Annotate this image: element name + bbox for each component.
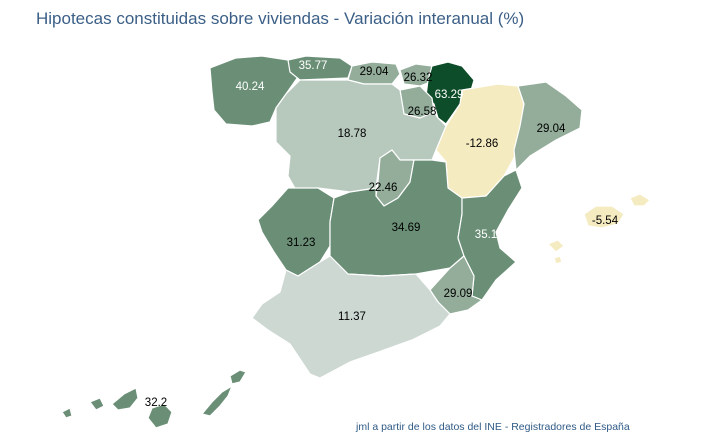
region-andalucia[interactable] — [251, 255, 451, 379]
label-cantabria: 29.04 — [360, 66, 389, 78]
label-navarra: 63.29 — [435, 89, 464, 101]
label-pais-vasco: 26.32 — [404, 72, 433, 84]
label-la-rioja: 26.58 — [408, 106, 437, 118]
label-extremadura: 31.23 — [287, 237, 316, 249]
region-cataluna[interactable] — [513, 81, 583, 171]
label-murcia: 29.09 — [444, 288, 473, 300]
label-illes-balears: -5.54 — [592, 215, 619, 227]
region-illes-balears[interactable] — [547, 193, 651, 265]
map-title: Hipotecas constituidas sobre viviendas -… — [36, 9, 525, 28]
label-andalucia: 11.37 — [338, 311, 366, 323]
label-aragon: -12.86 — [466, 138, 499, 150]
region-comunitat-valenciana[interactable] — [457, 169, 523, 301]
label-galicia: 40.24 — [236, 81, 265, 93]
label-castilla-la-mancha: 34.69 — [392, 222, 421, 234]
region-canarias[interactable] — [61, 369, 247, 429]
label-canarias: 32.2 — [145, 397, 167, 409]
label-madrid: 22.46 — [369, 182, 398, 194]
label-asturias: 35.77 — [299, 60, 328, 72]
label-cataluna: 29.04 — [537, 123, 566, 135]
source-credit: jml a partir de los datos del INE - Regi… — [356, 421, 630, 433]
label-comunitat-valenciana: 35.1 — [475, 229, 497, 241]
label-castilla-y-leon: 18.78 — [338, 128, 367, 140]
